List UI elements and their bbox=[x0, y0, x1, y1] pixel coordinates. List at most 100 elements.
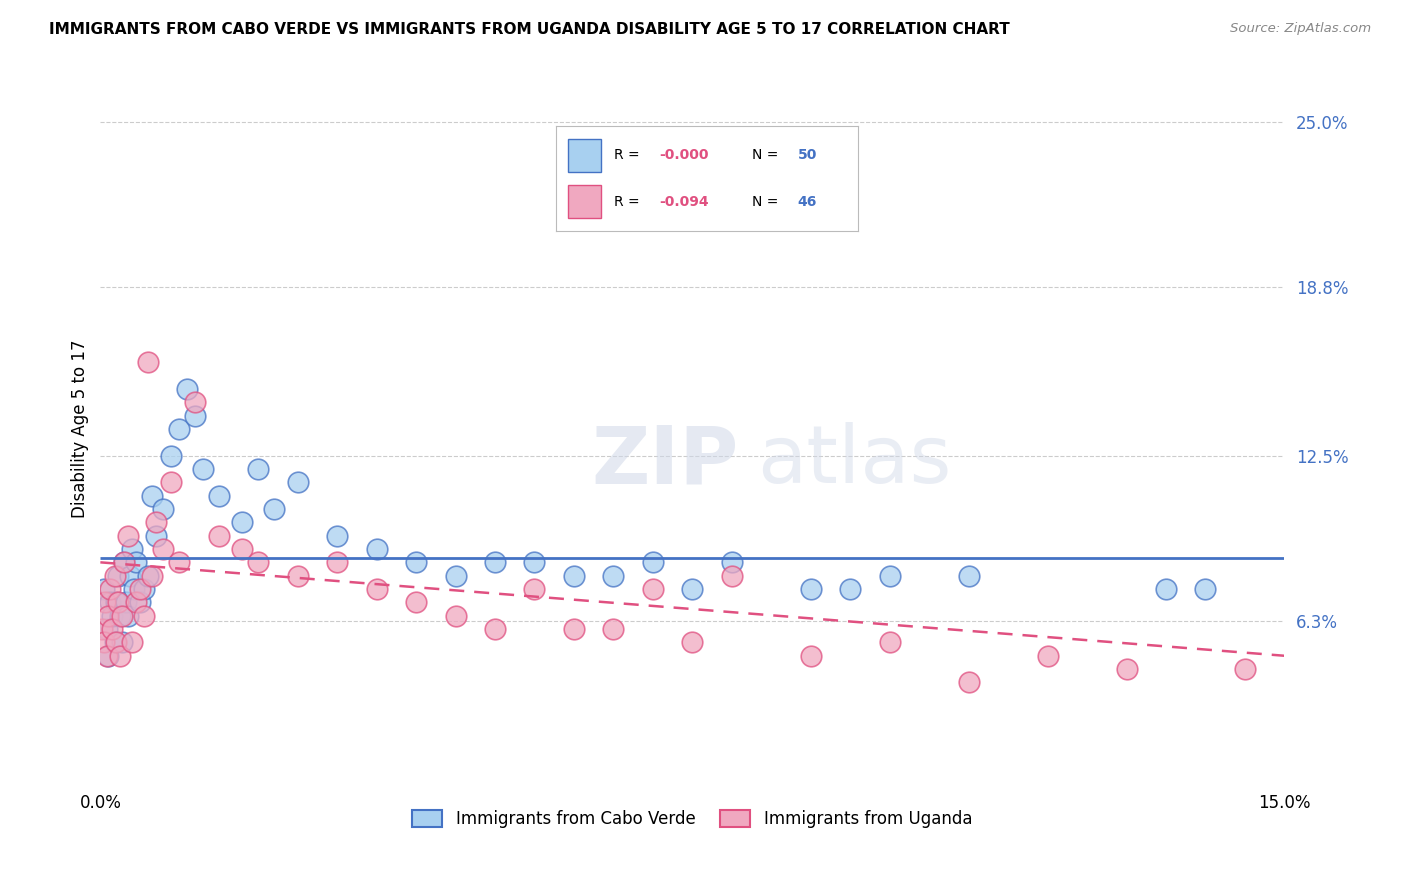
Point bbox=[97, 648, 120, 663]
Point bbox=[108, 648, 131, 663]
Point bbox=[145, 528, 167, 542]
Point bbox=[444, 568, 467, 582]
Point bbox=[160, 449, 183, 463]
Point bbox=[125, 595, 148, 609]
Text: atlas: atlas bbox=[758, 422, 952, 500]
Point bbox=[103, 635, 125, 649]
Point bbox=[112, 555, 135, 569]
Point bbox=[484, 622, 506, 636]
Point bbox=[169, 422, 191, 436]
Text: Source: ZipAtlas.com: Source: ZipAtlas.com bbox=[1230, 22, 1371, 36]
Point bbox=[93, 635, 115, 649]
Text: ZIP: ZIP bbox=[592, 422, 740, 500]
Point bbox=[93, 582, 115, 596]
Point bbox=[681, 582, 703, 596]
Point bbox=[111, 635, 134, 649]
Point bbox=[169, 555, 191, 569]
Point bbox=[326, 555, 349, 569]
Point bbox=[1233, 662, 1256, 676]
Point bbox=[602, 622, 624, 636]
Point bbox=[1194, 582, 1216, 596]
Point bbox=[152, 502, 174, 516]
Point bbox=[160, 475, 183, 490]
Point bbox=[405, 595, 427, 609]
Point bbox=[97, 608, 120, 623]
Point bbox=[1115, 662, 1137, 676]
Point bbox=[117, 528, 139, 542]
Point bbox=[326, 528, 349, 542]
Point bbox=[231, 516, 253, 530]
Point bbox=[1036, 648, 1059, 663]
Point bbox=[121, 635, 143, 649]
Point bbox=[107, 595, 129, 609]
Point bbox=[122, 582, 145, 596]
Point bbox=[641, 582, 664, 596]
Point bbox=[562, 568, 585, 582]
Point bbox=[1154, 582, 1177, 596]
Point bbox=[98, 582, 121, 596]
Point bbox=[879, 568, 901, 582]
Point bbox=[94, 595, 117, 609]
Point bbox=[839, 582, 862, 596]
Point bbox=[128, 595, 150, 609]
Point bbox=[145, 516, 167, 530]
Point bbox=[287, 568, 309, 582]
Point bbox=[176, 382, 198, 396]
Point bbox=[141, 568, 163, 582]
Point bbox=[562, 622, 585, 636]
Point bbox=[105, 595, 128, 609]
Point bbox=[287, 475, 309, 490]
Point bbox=[641, 555, 664, 569]
Point bbox=[957, 675, 980, 690]
Point bbox=[602, 568, 624, 582]
Point bbox=[484, 555, 506, 569]
Point bbox=[366, 582, 388, 596]
Point bbox=[800, 582, 823, 596]
Point bbox=[957, 568, 980, 582]
Point bbox=[523, 582, 546, 596]
Point bbox=[125, 555, 148, 569]
Point bbox=[721, 555, 744, 569]
Point bbox=[231, 541, 253, 556]
Point bbox=[141, 489, 163, 503]
Point bbox=[103, 568, 125, 582]
Point bbox=[98, 595, 121, 609]
Point bbox=[208, 489, 231, 503]
Point bbox=[114, 595, 136, 609]
Point bbox=[191, 462, 214, 476]
Point bbox=[184, 395, 207, 409]
Point bbox=[152, 541, 174, 556]
Point bbox=[121, 541, 143, 556]
Point bbox=[108, 608, 131, 623]
Point bbox=[523, 555, 546, 569]
Point bbox=[101, 608, 124, 623]
Point bbox=[117, 608, 139, 623]
Point bbox=[120, 568, 142, 582]
Point bbox=[136, 568, 159, 582]
Point bbox=[247, 462, 270, 476]
Point bbox=[681, 635, 703, 649]
Y-axis label: Disability Age 5 to 17: Disability Age 5 to 17 bbox=[72, 340, 89, 518]
Point bbox=[132, 608, 155, 623]
Point bbox=[800, 648, 823, 663]
Point bbox=[721, 568, 744, 582]
Point bbox=[136, 355, 159, 369]
Point bbox=[96, 648, 118, 663]
Point bbox=[111, 608, 134, 623]
Point bbox=[879, 635, 901, 649]
Point bbox=[128, 582, 150, 596]
Point bbox=[107, 568, 129, 582]
Point bbox=[444, 608, 467, 623]
Point bbox=[208, 528, 231, 542]
Point bbox=[405, 555, 427, 569]
Point bbox=[96, 622, 118, 636]
Point bbox=[112, 555, 135, 569]
Point bbox=[132, 582, 155, 596]
Point bbox=[366, 541, 388, 556]
Legend: Immigrants from Cabo Verde, Immigrants from Uganda: Immigrants from Cabo Verde, Immigrants f… bbox=[406, 804, 979, 835]
Point bbox=[247, 555, 270, 569]
Text: IMMIGRANTS FROM CABO VERDE VS IMMIGRANTS FROM UGANDA DISABILITY AGE 5 TO 17 CORR: IMMIGRANTS FROM CABO VERDE VS IMMIGRANTS… bbox=[49, 22, 1010, 37]
Point bbox=[90, 622, 112, 636]
Point bbox=[105, 635, 128, 649]
Point bbox=[184, 409, 207, 423]
